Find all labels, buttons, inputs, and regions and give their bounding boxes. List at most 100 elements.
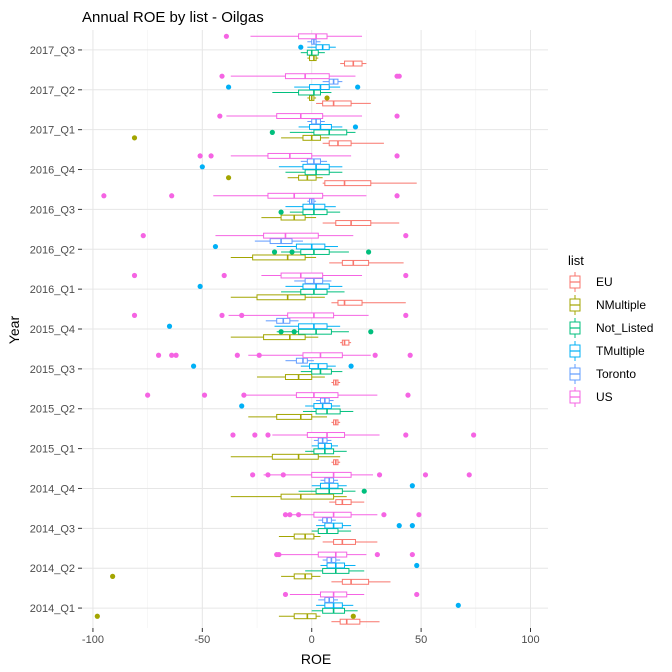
boxplot-eu xyxy=(322,220,400,226)
boxplot-us xyxy=(250,471,472,478)
boxplot-toronto xyxy=(320,477,338,484)
outlier-point xyxy=(381,512,387,518)
boxplot-tmultiple xyxy=(285,203,336,210)
legend-key-nmultiple: NMultiple xyxy=(569,295,646,315)
boxplot-eu xyxy=(340,60,367,67)
boxplot-not-listed xyxy=(305,567,365,574)
y-tick-label: 2017_Q1 xyxy=(30,125,75,137)
outlier-point xyxy=(252,432,258,438)
outlier-point xyxy=(366,249,372,255)
outlier-point xyxy=(101,193,107,199)
box xyxy=(311,471,352,478)
boxplot-nmultiple xyxy=(94,613,356,620)
outlier-point xyxy=(155,352,162,358)
box xyxy=(263,232,319,239)
box xyxy=(341,578,370,585)
plot-panel xyxy=(82,30,548,628)
outlier-point xyxy=(350,613,356,619)
outlier-point xyxy=(219,73,225,79)
y-tick-label: 2015_Q3 xyxy=(30,364,75,376)
outlier-point xyxy=(278,329,284,335)
outlier-point xyxy=(199,164,205,170)
outlier-point xyxy=(368,329,374,335)
box xyxy=(295,357,308,364)
boxplot-nmultiple xyxy=(257,374,325,380)
box xyxy=(293,533,315,540)
outlier-point xyxy=(403,272,409,279)
box xyxy=(271,453,319,460)
outlier-point xyxy=(394,153,400,159)
boxplot-toronto xyxy=(294,278,332,284)
outlier-point xyxy=(131,272,138,279)
boxplot-us xyxy=(274,551,415,558)
box xyxy=(300,249,330,255)
outlier-point xyxy=(352,124,359,130)
boxplot-tmultiple xyxy=(199,163,343,170)
boxplot-toronto xyxy=(307,118,325,125)
boxplot-tmultiple xyxy=(225,84,361,91)
outlier-point xyxy=(466,472,472,478)
box-series-group xyxy=(94,33,477,625)
outlier-point xyxy=(355,84,361,90)
boxplot-us xyxy=(131,312,409,319)
legend-label: NMultiple xyxy=(596,298,646,312)
outlier-point xyxy=(166,323,173,329)
outlier-point xyxy=(361,488,367,494)
series-eu xyxy=(316,60,417,625)
y-tick-label: 2014_Q1 xyxy=(30,603,75,615)
outlier-point xyxy=(409,523,415,529)
box xyxy=(306,432,346,438)
outlier-point xyxy=(197,153,203,159)
outlier-point xyxy=(414,591,420,598)
y-tick-label: 2016_Q1 xyxy=(30,284,75,296)
boxplot-toronto xyxy=(313,437,332,444)
outlier-point xyxy=(201,392,208,398)
boxplot-toronto xyxy=(285,357,314,364)
y-tick-label: 2014_Q2 xyxy=(30,563,75,575)
boxplot-not-listed xyxy=(271,249,372,255)
boxplot-nmultiple xyxy=(230,294,325,301)
outlier-point xyxy=(140,233,146,239)
boxplot-nmultiple xyxy=(307,55,319,62)
boxplot-nmultiple xyxy=(230,254,317,261)
outlier-point xyxy=(250,472,256,478)
outlier-point xyxy=(282,591,289,598)
outlier-point xyxy=(282,512,289,518)
boxplot-us xyxy=(101,192,400,199)
boxplot-toronto xyxy=(318,517,336,524)
outlier-point xyxy=(422,472,429,478)
box xyxy=(304,169,330,176)
x-tick-label: 0 xyxy=(309,634,315,646)
box xyxy=(309,55,317,62)
boxplot-nmultiple xyxy=(225,174,323,181)
outlier-point xyxy=(394,193,400,199)
legend-label: EU xyxy=(596,275,613,289)
box xyxy=(263,334,306,341)
legend-label: Not_Listed xyxy=(596,321,653,335)
outlier-point xyxy=(289,249,295,255)
box xyxy=(298,323,328,330)
boxplot-nmultiple xyxy=(230,334,319,341)
box xyxy=(295,392,339,399)
boxplot-eu xyxy=(331,578,391,585)
boxplot-eu xyxy=(331,379,341,386)
boxplot-tmultiple xyxy=(311,482,415,489)
outlier-point xyxy=(372,352,378,358)
outlier-point xyxy=(376,472,383,478)
outlier-point xyxy=(407,352,413,358)
boxplot-not-listed xyxy=(278,209,341,216)
outlier-point xyxy=(217,113,223,119)
outlier-point xyxy=(295,512,302,518)
outlier-point xyxy=(265,472,271,478)
box xyxy=(298,89,321,96)
boxplot-eu xyxy=(322,539,378,545)
boxplot-nmultiple xyxy=(248,413,328,420)
box xyxy=(335,499,352,506)
outlier-point xyxy=(131,135,138,141)
x-tick-label: -50 xyxy=(194,634,210,646)
outlier-point xyxy=(405,392,411,398)
outlier-point xyxy=(278,209,284,215)
boxplot-not-listed xyxy=(300,49,325,56)
outlier-point xyxy=(173,352,179,358)
box xyxy=(267,192,324,199)
